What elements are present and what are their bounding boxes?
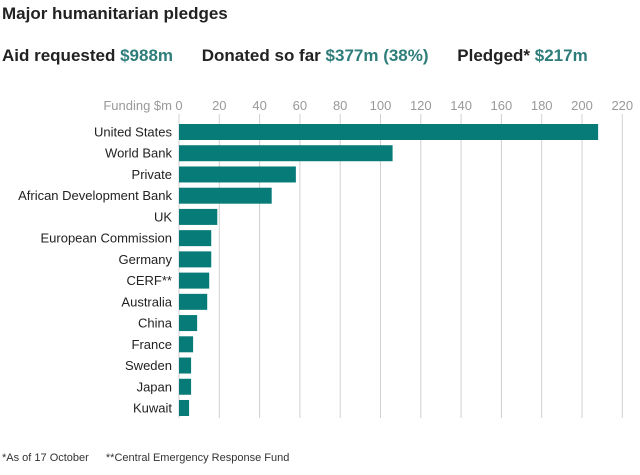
category-label: Australia — [121, 294, 172, 309]
tick-label: 40 — [252, 98, 266, 113]
stat-aid-requested: Aid requested $988m — [2, 46, 174, 65]
stat-pledged: Pledged* $217m — [457, 46, 588, 65]
bar — [179, 145, 393, 162]
bar — [179, 124, 599, 140]
category-label: UK — [154, 209, 172, 224]
bar — [179, 315, 198, 332]
footnote: **Central Emergency Response Fund — [105, 452, 290, 464]
tick-label: 160 — [491, 98, 513, 113]
tick-label: 60 — [293, 98, 307, 113]
tick-label: 220 — [611, 98, 633, 113]
category-label: African Development Bank — [18, 188, 172, 203]
category-label: Sweden — [125, 358, 172, 373]
category-label: United States — [94, 125, 173, 140]
tick-label: 20 — [212, 98, 226, 113]
tick-label: 180 — [531, 98, 553, 113]
bar — [179, 187, 272, 204]
footnotes: *As of 17 October **Central Emergency Re… — [2, 452, 303, 464]
bar — [179, 166, 296, 183]
bar — [179, 230, 212, 247]
category-label: European Commission — [40, 231, 172, 246]
footnote: *As of 17 October — [2, 452, 89, 464]
tick-label: 200 — [571, 98, 593, 113]
bar — [179, 251, 212, 268]
tick-label: 140 — [450, 98, 472, 113]
bar — [179, 293, 208, 310]
tick-label: 0 — [175, 98, 182, 113]
bar — [179, 208, 218, 225]
category-label: CERF** — [126, 273, 172, 288]
category-label: Kuwait — [133, 400, 172, 415]
tick-label: 100 — [370, 98, 392, 113]
x-axis-label: Funding $m — [103, 98, 172, 113]
category-label: World Bank — [105, 146, 172, 161]
chart-title: Major humanitarian pledges — [2, 4, 228, 23]
stats-row: Aid requested $988m Donated so far $377m… — [2, 46, 612, 66]
category-label: France — [132, 337, 172, 352]
tick-label: 120 — [410, 98, 432, 113]
tick-label: 80 — [333, 98, 347, 113]
bar — [179, 378, 192, 395]
stat-donated: Donated so far $377m (38%) — [201, 46, 429, 65]
bar — [179, 357, 192, 374]
category-label: Germany — [119, 252, 173, 267]
bar — [179, 272, 210, 289]
bar — [179, 399, 190, 416]
category-label: China — [138, 316, 173, 331]
category-label: Japan — [137, 379, 172, 394]
category-label: Private — [132, 167, 172, 182]
bar — [179, 336, 194, 353]
